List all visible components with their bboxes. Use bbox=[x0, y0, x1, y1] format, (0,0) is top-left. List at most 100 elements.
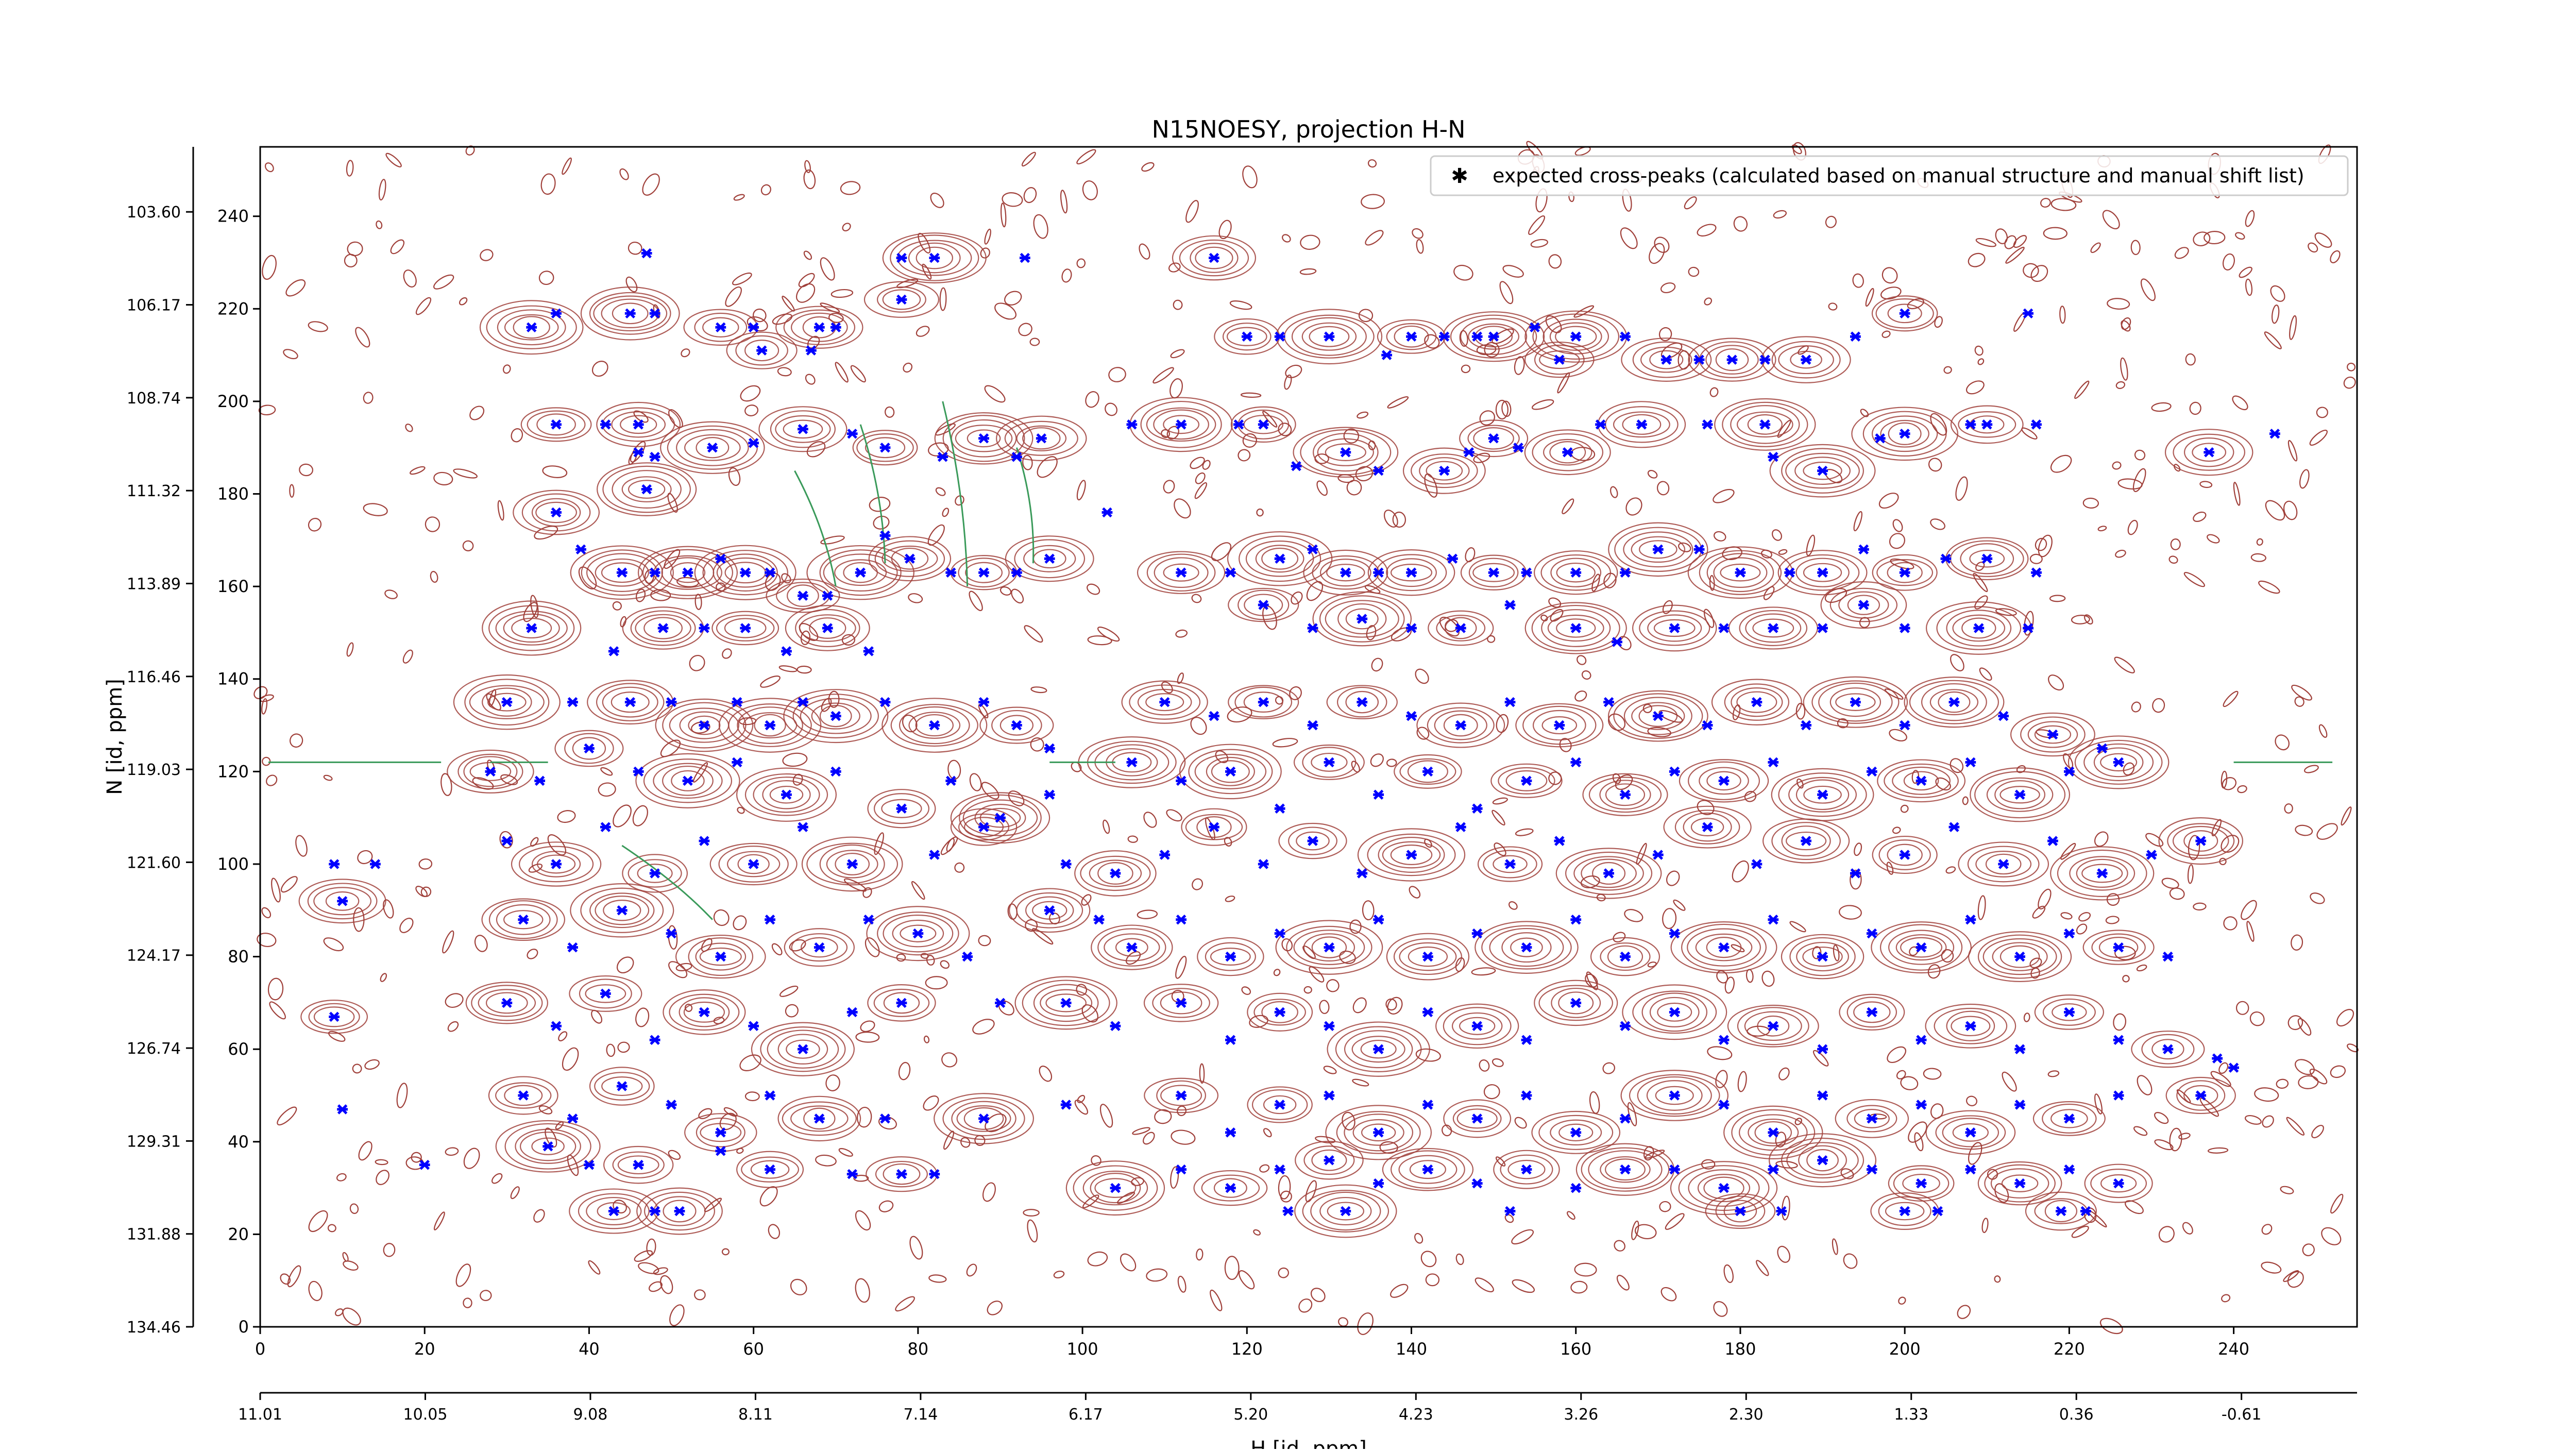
peak-contour bbox=[2090, 1169, 2147, 1199]
data-point-mark bbox=[534, 775, 546, 786]
data-point-mark bbox=[1801, 720, 1812, 731]
peak-contour bbox=[2074, 739, 2163, 785]
data-point-mark bbox=[896, 294, 907, 305]
peak-contour bbox=[1888, 1165, 1955, 1202]
noise-contour bbox=[935, 487, 946, 496]
data-point bbox=[822, 590, 833, 601]
data-point-mark bbox=[1702, 720, 1713, 731]
noise-contour bbox=[1309, 966, 1325, 983]
noise-contour bbox=[2137, 1075, 2153, 1095]
noise-contour bbox=[660, 1275, 673, 1294]
peak-contour bbox=[1179, 239, 1249, 277]
data-point-mark bbox=[945, 775, 957, 786]
peak-contour bbox=[1428, 610, 1494, 646]
noise-contour bbox=[271, 878, 281, 903]
noise-contour bbox=[940, 960, 950, 969]
data-point bbox=[1554, 720, 1565, 731]
noise-contour bbox=[1898, 1296, 1906, 1305]
noise-contour bbox=[1210, 1289, 1223, 1311]
data-point bbox=[1768, 451, 1779, 462]
peak-contour bbox=[1483, 850, 1537, 879]
data-point-mark bbox=[2047, 836, 2058, 846]
peak-contour bbox=[1771, 341, 1841, 379]
peak-contour bbox=[1600, 942, 1651, 971]
data-point bbox=[1225, 1183, 1236, 1193]
noise-contour bbox=[2287, 1271, 2304, 1288]
peak-contour bbox=[585, 984, 626, 1003]
peak-contour bbox=[1336, 686, 1387, 718]
noise-contour bbox=[2295, 1059, 2315, 1075]
noise-contour bbox=[1023, 1209, 1040, 1217]
peak-contour bbox=[1877, 759, 1966, 803]
data-point-mark bbox=[740, 623, 751, 633]
noise-contour bbox=[1501, 400, 1512, 417]
peak-contour bbox=[1934, 1007, 2008, 1044]
noise-contour bbox=[385, 153, 402, 167]
noise-contour bbox=[1224, 1256, 1240, 1280]
data-point bbox=[1652, 711, 1664, 721]
data-point bbox=[1060, 859, 1072, 869]
noise-contour bbox=[2294, 696, 2304, 707]
data-point-mark bbox=[1471, 928, 1483, 939]
peak-contour bbox=[1714, 398, 1816, 451]
peak-contour bbox=[702, 317, 739, 338]
noise-contour bbox=[262, 756, 271, 766]
data-point-mark bbox=[1603, 868, 1614, 879]
data-point bbox=[2031, 567, 2042, 578]
noise-contour bbox=[675, 963, 692, 971]
peak-contour bbox=[1853, 1001, 1891, 1023]
noise-contour bbox=[1974, 345, 1984, 356]
noise-contour bbox=[1370, 753, 1384, 767]
peak-contour bbox=[1394, 325, 1429, 348]
noise-contour bbox=[1091, 1155, 1101, 1166]
data-point-mark bbox=[1817, 1044, 1828, 1054]
x-tick-label: 0 bbox=[255, 1339, 265, 1359]
peak-contour bbox=[1921, 683, 1987, 721]
peak-contour bbox=[1045, 993, 1087, 1013]
peak-contour bbox=[1977, 934, 2062, 979]
data-point-mark bbox=[1307, 544, 1318, 555]
data-point bbox=[814, 322, 825, 333]
data-point bbox=[1110, 1021, 1121, 1032]
noise-contour bbox=[2297, 1018, 2312, 1036]
noise-contour bbox=[2232, 395, 2248, 411]
peak-contour bbox=[1705, 345, 1759, 375]
noise-contour bbox=[1202, 460, 1211, 470]
peak-contour bbox=[325, 891, 360, 911]
x-ppm-tick-label: 6.17 bbox=[1069, 1406, 1103, 1424]
noise-contour bbox=[1778, 549, 1788, 555]
data-point bbox=[814, 1113, 825, 1124]
noise-contour bbox=[2222, 777, 2236, 790]
data-point bbox=[1817, 789, 1828, 800]
peak-contour bbox=[1451, 1012, 1503, 1040]
noise-contour bbox=[1143, 812, 1157, 828]
x-tick-label: 140 bbox=[1396, 1339, 1427, 1359]
data-point-mark bbox=[2195, 836, 2207, 846]
peak-contour bbox=[1722, 401, 1808, 447]
data-point-mark bbox=[699, 720, 710, 731]
peak-contour bbox=[1247, 1086, 1313, 1123]
data-point bbox=[1718, 623, 1730, 633]
x-axis-label: H [id, ppm] bbox=[1250, 1437, 1367, 1449]
noise-contour bbox=[722, 648, 732, 659]
peak-contour bbox=[1163, 415, 1200, 434]
peak-contour bbox=[1986, 777, 2054, 812]
data-point bbox=[1916, 1100, 1927, 1110]
peak-contour bbox=[2050, 1109, 2088, 1128]
noise-contour bbox=[1174, 498, 1191, 519]
noise-contour bbox=[1461, 364, 1471, 374]
data-point bbox=[1274, 1007, 1285, 1018]
noise-contour bbox=[842, 223, 851, 232]
data-point bbox=[1603, 697, 1614, 707]
data-point-mark bbox=[1340, 567, 1351, 578]
data-point bbox=[929, 1169, 940, 1179]
data-point-mark bbox=[1126, 942, 1138, 953]
data-point bbox=[1981, 419, 1993, 430]
noise-contour bbox=[2004, 235, 2016, 249]
data-point-mark bbox=[2113, 1090, 2124, 1101]
peak-contour bbox=[2192, 443, 2227, 462]
data-point-mark bbox=[756, 345, 768, 356]
data-point bbox=[1916, 1035, 1927, 1045]
noise-contour bbox=[2193, 231, 2211, 246]
peak-contour bbox=[1681, 923, 1767, 971]
